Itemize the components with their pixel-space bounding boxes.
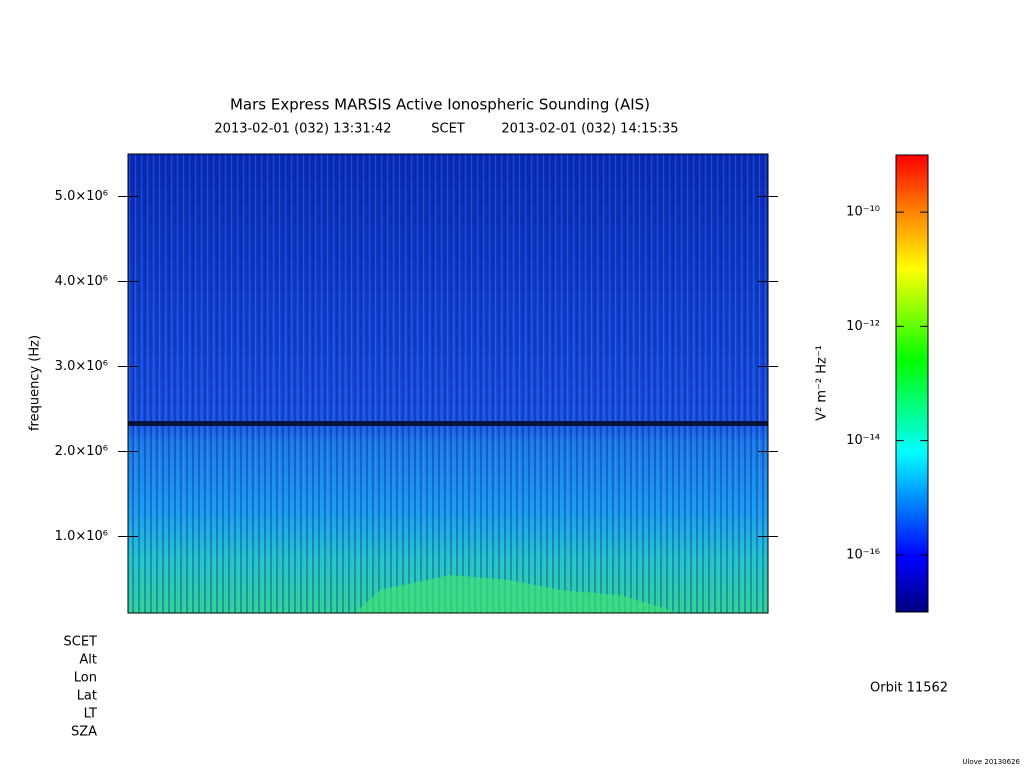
footer: Ulove 20130626 (962, 758, 1020, 766)
y-axis-label: frequency (Hz) (28, 335, 43, 431)
chart-title: Mars Express MARSIS Active Ionospheric S… (230, 96, 650, 114)
colorbar-label: V² m⁻² Hz⁻¹ (815, 345, 830, 421)
y-tick-label: 4.0×10⁶ (55, 274, 108, 289)
spectrogram-band (128, 421, 768, 426)
colorbar-tick-label: 10⁻¹⁶ (846, 547, 880, 562)
colorbar (895, 154, 929, 613)
colorbar-tick-label: 10⁻¹² (846, 319, 880, 334)
spectrogram-texture (128, 154, 768, 613)
ephemeris-label: Lat (77, 689, 97, 704)
y-tick-label: 5.0×10⁶ (55, 189, 108, 204)
time-end: 2013-02-01 (032) 14:15:35 (501, 122, 678, 137)
plot-frame (127, 153, 769, 614)
ephemeris-label: SCET (64, 635, 98, 650)
time-start: 2013-02-01 (032) 13:31:42 (214, 122, 391, 137)
colorbar-tick-label: 10⁻¹⁴ (846, 433, 880, 448)
ephemeris-label: Lon (74, 671, 97, 686)
y-tick-label: 1.0×10⁶ (55, 529, 108, 544)
ephemeris-label: LT (84, 707, 97, 722)
y-tick-label: 2.0×10⁶ (55, 444, 108, 459)
orbit-label: Orbit 11562 (870, 681, 948, 696)
time-label: SCET (431, 122, 465, 137)
ephemeris-label: SZA (71, 725, 97, 740)
colorbar-tick-label: 10⁻¹⁰ (846, 205, 880, 220)
spectrogram-echo (355, 575, 680, 613)
ephemeris-label: Alt (79, 653, 97, 668)
y-tick-label: 3.0×10⁶ (55, 359, 108, 374)
